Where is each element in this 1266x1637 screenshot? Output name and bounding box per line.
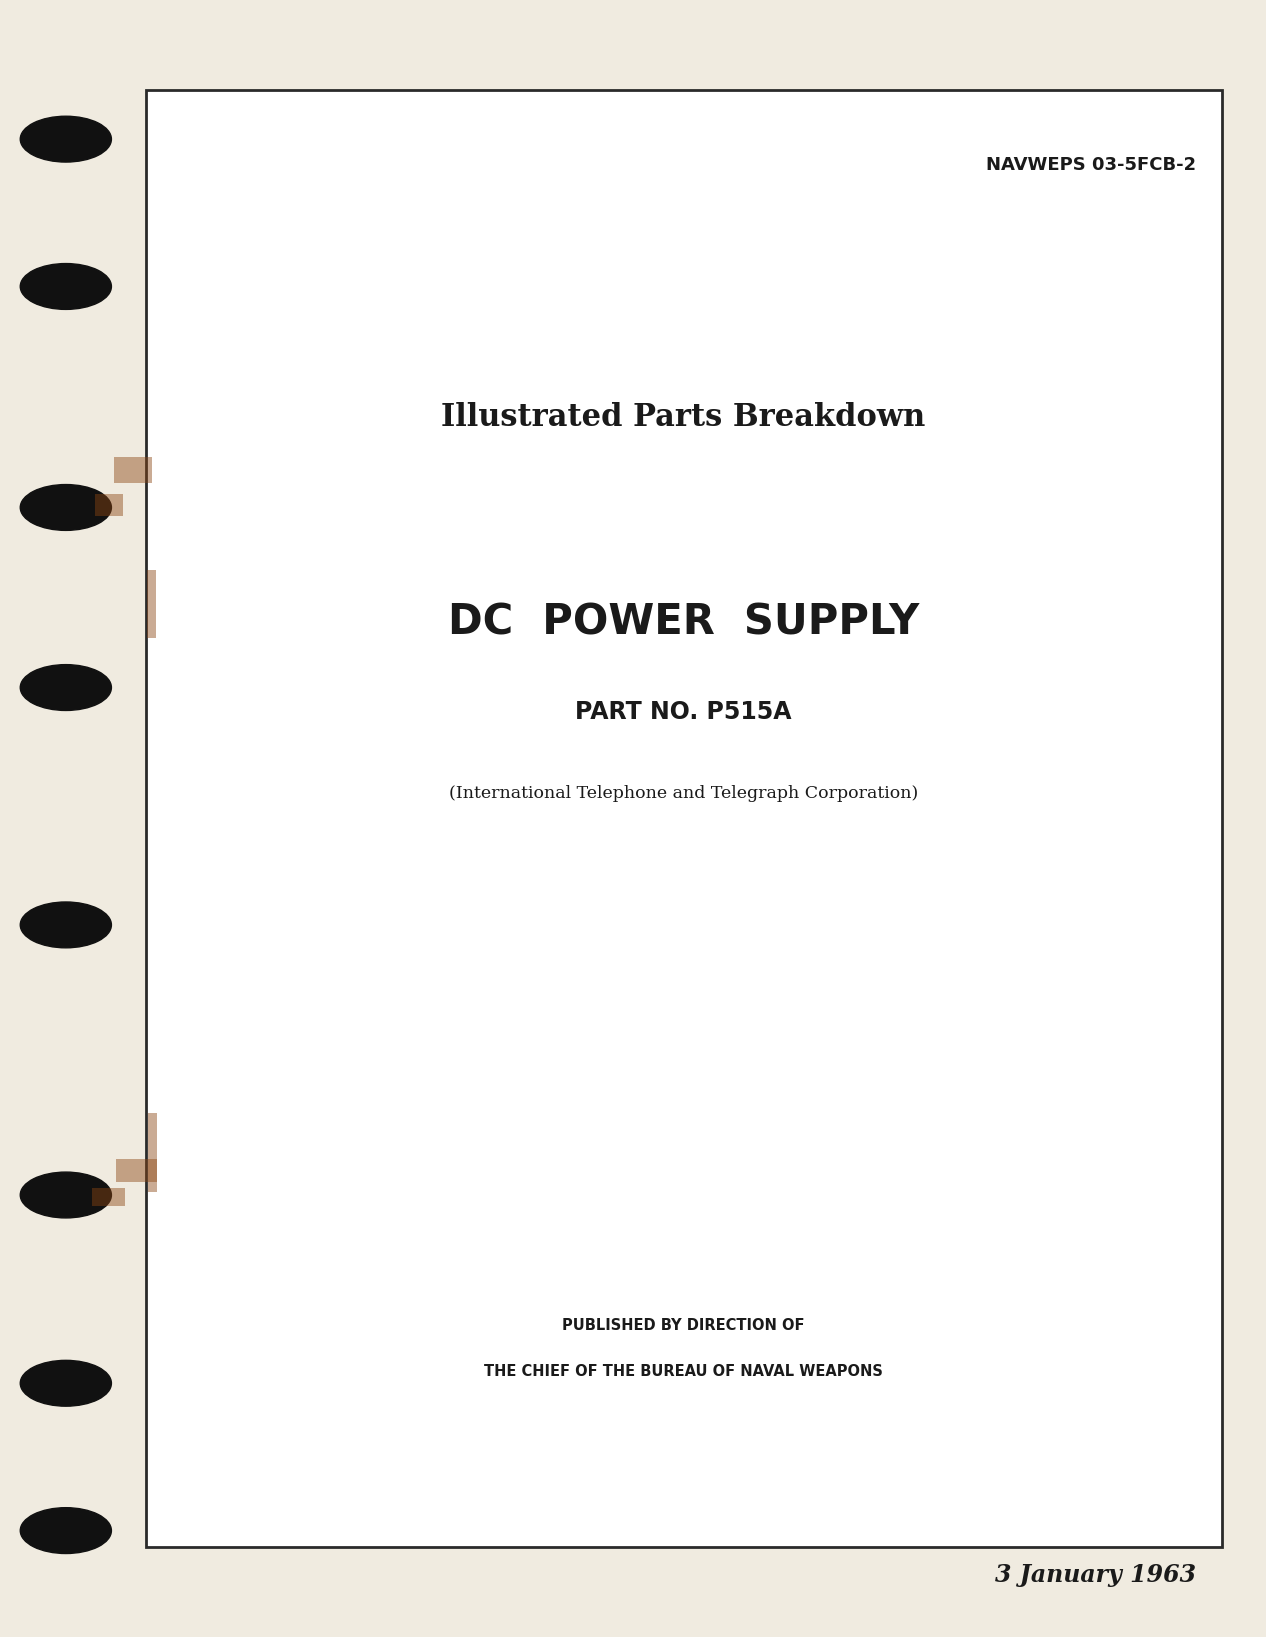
Text: Illustrated Parts Breakdown: Illustrated Parts Breakdown [442, 403, 925, 432]
Ellipse shape [20, 264, 111, 309]
Ellipse shape [20, 1360, 111, 1406]
Text: THE CHIEF OF THE BUREAU OF NAVAL WEAPONS: THE CHIEF OF THE BUREAU OF NAVAL WEAPONS [484, 1364, 884, 1380]
FancyBboxPatch shape [146, 90, 1222, 1547]
Ellipse shape [20, 902, 111, 948]
Ellipse shape [20, 665, 111, 710]
Text: 3 January 1963: 3 January 1963 [995, 1563, 1196, 1586]
FancyBboxPatch shape [95, 494, 123, 516]
FancyBboxPatch shape [92, 1188, 125, 1206]
FancyBboxPatch shape [147, 570, 156, 638]
Text: (International Telephone and Telegraph Corporation): (International Telephone and Telegraph C… [449, 786, 918, 802]
Text: PUBLISHED BY DIRECTION OF: PUBLISHED BY DIRECTION OF [562, 1318, 805, 1334]
Text: DC  POWER  SUPPLY: DC POWER SUPPLY [448, 601, 919, 643]
Ellipse shape [20, 1172, 111, 1218]
Ellipse shape [20, 116, 111, 162]
FancyBboxPatch shape [114, 457, 152, 483]
Text: PART NO. P515A: PART NO. P515A [575, 701, 793, 724]
FancyBboxPatch shape [116, 1159, 157, 1182]
Ellipse shape [20, 485, 111, 530]
Text: NAVWEPS 03-5FCB-2: NAVWEPS 03-5FCB-2 [986, 156, 1196, 174]
FancyBboxPatch shape [148, 1113, 157, 1192]
Ellipse shape [20, 1508, 111, 1554]
